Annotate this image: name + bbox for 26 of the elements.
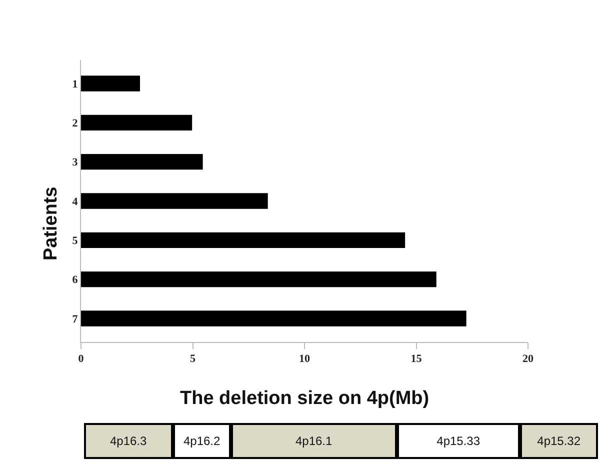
y-tick-label: 6 (72, 274, 78, 286)
x-tick-label: 20 (522, 353, 534, 366)
bar (81, 114, 192, 130)
text: 4p15.32 (537, 434, 581, 448)
x-axis-title: The deletion size on 4p(Mb) (180, 388, 430, 409)
bar (81, 272, 436, 288)
y-tick-label: 4 (72, 196, 78, 208)
text: 4p16.3 (110, 434, 148, 448)
y-tick-label: 1 (72, 78, 78, 90)
text: 4p16.1 (295, 434, 333, 448)
text: 4p16.2 (183, 434, 221, 448)
bar (81, 193, 268, 209)
y-tick-label: 3 (72, 156, 78, 169)
y-tick-label: 7 (72, 313, 78, 326)
bar (81, 310, 466, 326)
bar (81, 76, 140, 92)
x-tick-label: 15 (410, 353, 422, 366)
text: 4p15.33 (436, 434, 480, 448)
x-tick-label: 10 (299, 353, 310, 366)
y-tick-label: 5 (72, 235, 78, 248)
bar (81, 232, 406, 248)
y-tick-label: 2 (72, 118, 78, 130)
bar (81, 154, 203, 170)
x-tick-label: 0 (78, 353, 84, 366)
y-axis-title: Patients (40, 186, 62, 261)
x-tick-label: 5 (190, 353, 196, 366)
